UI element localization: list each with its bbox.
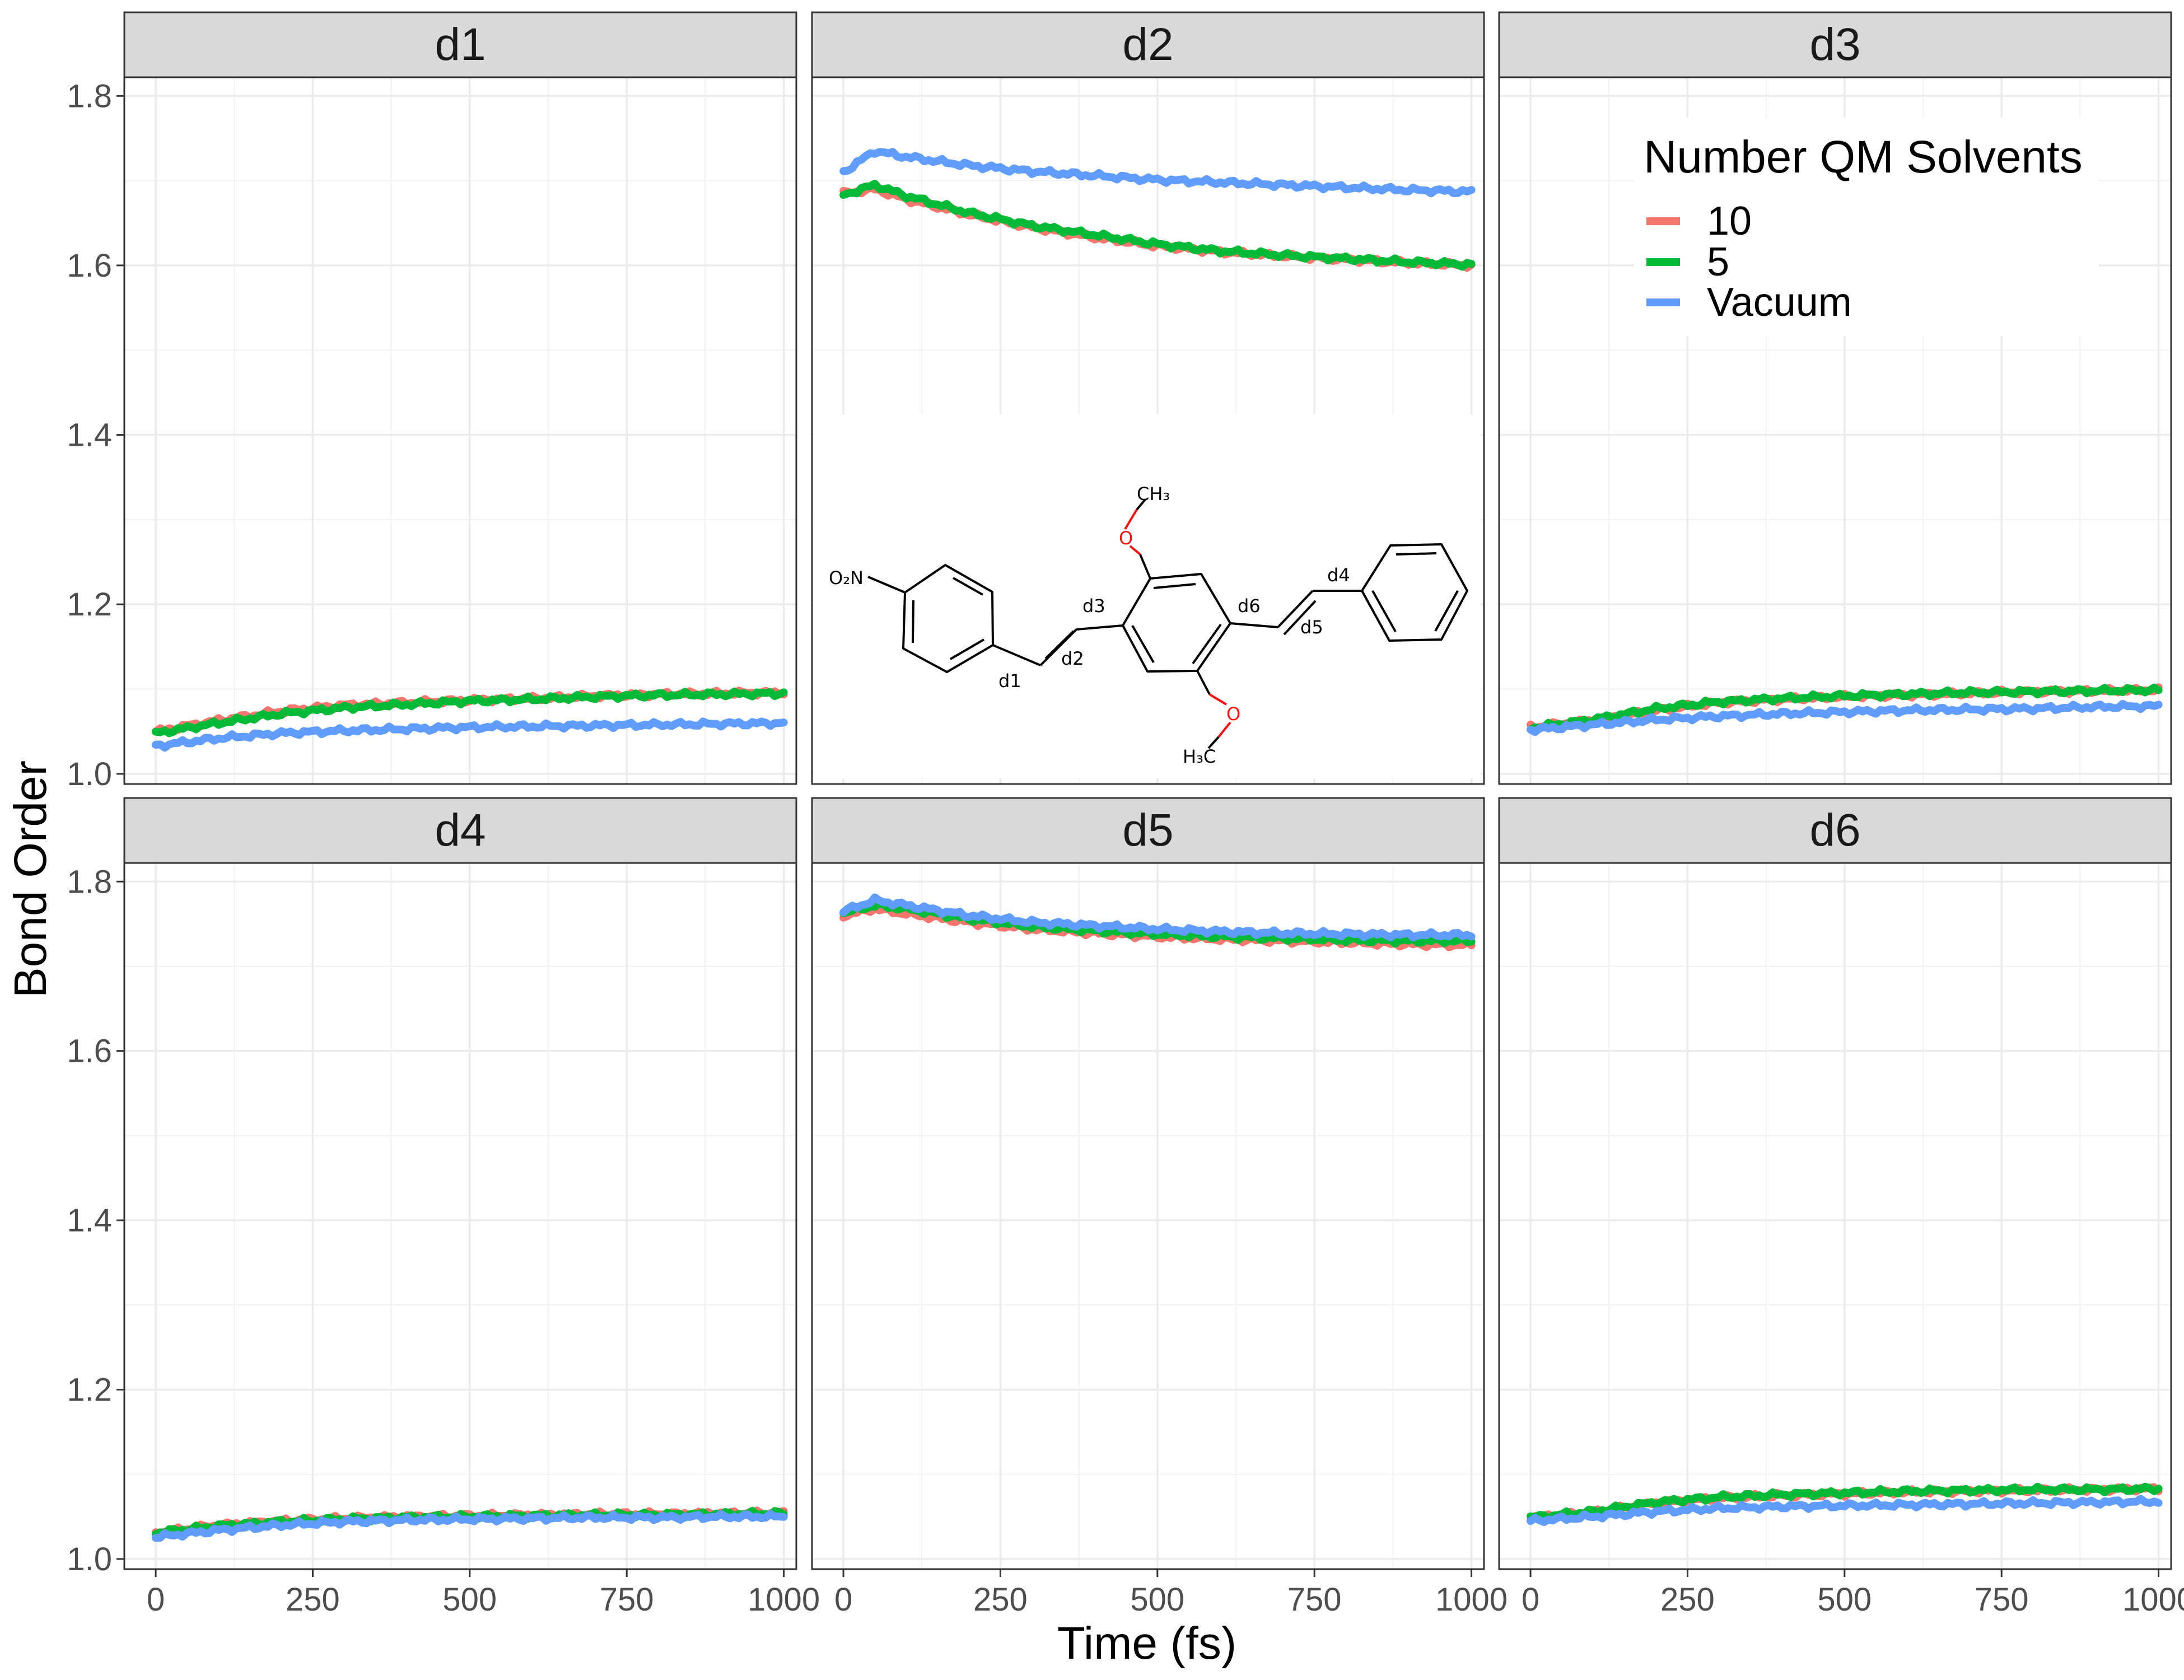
x-tick-label: 250 — [973, 1581, 1028, 1618]
x-tick-label: 1000 — [2122, 1581, 2184, 1618]
y-tick-label: 1.2 — [67, 1371, 112, 1408]
y-tick-label: 1.4 — [67, 1202, 112, 1239]
panel-border — [123, 76, 797, 785]
panel-border — [811, 76, 1485, 785]
y-tick-label: 1.8 — [67, 78, 112, 114]
panel-border — [1498, 76, 2172, 785]
x-tick-label: 0 — [834, 1581, 852, 1618]
series-line-5 — [839, 899, 1476, 948]
y-axis-title: Bond Order — [5, 760, 56, 998]
series-line-vacuum — [839, 893, 1476, 941]
bond-label-d4: d4 — [1327, 564, 1350, 586]
series-line-vacuum — [839, 148, 1476, 198]
gridlines — [1499, 863, 2171, 1569]
facet-strip — [811, 11, 1485, 78]
series-line-vacuum — [152, 717, 788, 752]
legend-label: 5 — [1707, 240, 1729, 284]
x-tick-label: 250 — [286, 1581, 340, 1618]
x-tick-label: 0 — [1522, 1581, 1539, 1618]
legend-title: Number QM Solvents — [1644, 132, 2083, 183]
bond-label-d1: d1 — [998, 670, 1021, 692]
facet-panel-d6: d6 0 250 500 750 1000 — [1498, 797, 2184, 1618]
legend-label: Vacuum — [1707, 280, 1852, 325]
y-tick-label: 1.2 — [67, 586, 112, 623]
series-line-vacuum — [1527, 1495, 2163, 1526]
legend-background — [1634, 118, 2099, 336]
facet-strip-label: d6 — [1809, 805, 1860, 856]
inset-background — [814, 414, 1481, 778]
facet-panel-d5: d5 0 250 500 750 1000 — [811, 797, 1508, 1618]
x-tick-label: 500 — [442, 1581, 497, 1618]
facet-strip — [1498, 797, 2172, 864]
y-tick-label: 1.0 — [67, 1541, 112, 1578]
oxygen-label-top: O — [1119, 528, 1133, 549]
y-tick-label: 1.6 — [67, 248, 112, 284]
facet-strip — [123, 797, 797, 864]
h3c-label: H₃C — [1183, 746, 1216, 767]
methoxy-bonds — [1124, 498, 1231, 749]
legend-label: 10 — [1707, 199, 1752, 244]
bond-label-d6: d6 — [1238, 595, 1261, 617]
x-tick-label: 750 — [1287, 1581, 1342, 1618]
facet-panel-d1: d1 1.0 1.2 1.4 1.6 1.8 — [67, 11, 797, 792]
x-tick-label: 1000 — [748, 1581, 820, 1618]
facet-strip-label: d2 — [1122, 19, 1173, 70]
series-line-vacuum — [1527, 699, 2163, 736]
y-tick-label: 1.6 — [67, 1033, 112, 1070]
series-line-5 — [152, 687, 788, 738]
gridlines — [812, 863, 1484, 1569]
x-tick-label: 750 — [1975, 1581, 2029, 1618]
oxygen-label-bottom: O — [1226, 703, 1240, 725]
series-line-5 — [839, 180, 1476, 271]
facet-strip-label: d5 — [1122, 805, 1173, 856]
facet-strip — [123, 11, 797, 78]
x-axis-title: Time (fs) — [1057, 1618, 1236, 1669]
x-tick-label: 500 — [1130, 1581, 1184, 1618]
series-line-5 — [1527, 683, 2163, 734]
facet-strip-label: d3 — [1809, 19, 1860, 70]
panel-border — [123, 862, 797, 1570]
facet-panels: d1 1.0 1.2 1.4 1.6 1.8 d2 d3 d4 1.0 1.2 1.4 1.6 1.8 0 2… — [67, 11, 2184, 1618]
bond-label-d3: d3 — [1082, 595, 1105, 617]
gridlines — [124, 863, 796, 1569]
x-tick-label: 0 — [147, 1581, 165, 1618]
bond-label-d5: d5 — [1300, 617, 1323, 638]
ch3-label: CH₃ — [1137, 483, 1170, 505]
panel-border — [1498, 862, 2172, 1570]
bond-label-d2: d2 — [1061, 648, 1084, 669]
x-tick-label: 1000 — [1435, 1581, 1508, 1618]
facet-panel-d4: d4 1.0 1.2 1.4 1.6 1.8 0 250 500 750 1000 — [67, 797, 820, 1618]
y-tick-label: 1.8 — [67, 864, 112, 900]
no2-label: O₂N — [829, 567, 864, 589]
series-line-vacuum — [152, 1510, 788, 1542]
facet-strip — [1498, 11, 2172, 78]
molecule-structure-inset: O O CH₃ H₃C O₂N d1 d2 d3 d4 d5 d6 — [814, 414, 1481, 778]
facet-strip-label: d1 — [435, 19, 486, 70]
y-tick-label: 1.4 — [67, 417, 112, 454]
panel-border — [811, 862, 1485, 1570]
x-tick-label: 250 — [1660, 1581, 1715, 1618]
series-line-5 — [1527, 1482, 2163, 1523]
facet-strip-label: d4 — [435, 805, 486, 856]
y-tick-label: 1.0 — [67, 756, 112, 792]
x-tick-label: 750 — [600, 1581, 654, 1618]
x-tick-label: 500 — [1817, 1581, 1872, 1618]
